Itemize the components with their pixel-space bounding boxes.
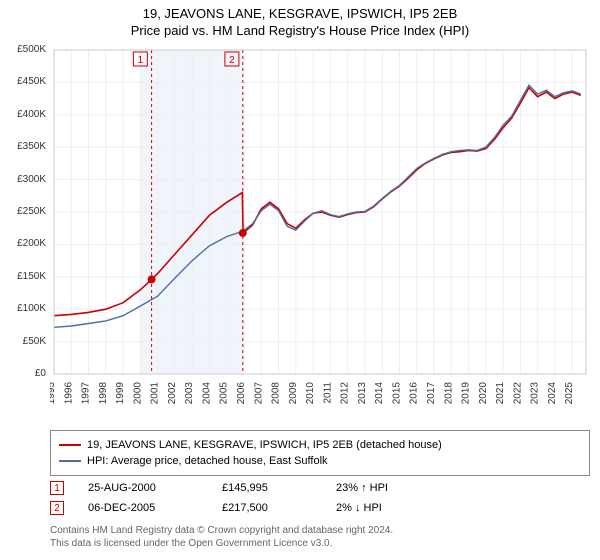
marker-price: £145,995 <box>222 482 312 494</box>
y-axis-label: £150K <box>4 271 46 282</box>
y-axis-label: £400K <box>4 109 46 120</box>
y-axis-label: £300K <box>4 174 46 185</box>
svg-text:2010: 2010 <box>305 382 316 405</box>
svg-text:2009: 2009 <box>288 382 299 405</box>
legend: 19, JEAVONS LANE, KESGRAVE, IPSWICH, IP5… <box>50 430 590 476</box>
svg-text:2020: 2020 <box>478 382 489 405</box>
legend-box: 19, JEAVONS LANE, KESGRAVE, IPSWICH, IP5… <box>50 430 590 476</box>
svg-text:2016: 2016 <box>409 382 420 405</box>
svg-text:2022: 2022 <box>512 382 523 405</box>
title-subtitle: Price paid vs. HM Land Registry's House … <box>0 23 600 38</box>
title-address: 19, JEAVONS LANE, KESGRAVE, IPSWICH, IP5… <box>0 6 600 21</box>
svg-text:2025: 2025 <box>564 382 575 405</box>
title-block: 19, JEAVONS LANE, KESGRAVE, IPSWICH, IP5… <box>0 0 600 38</box>
marker-table: 1 25-AUG-2000 £145,995 23% ↑ HPI 2 06-DE… <box>50 478 590 518</box>
svg-text:2021: 2021 <box>495 382 506 405</box>
svg-text:2014: 2014 <box>374 382 385 405</box>
svg-text:2003: 2003 <box>184 382 195 405</box>
svg-text:1999: 1999 <box>115 382 126 405</box>
plot-area: 1995 1996 1997 1998 1999 2000 2001 2002 2003 2004… <box>50 46 590 416</box>
svg-text:2005: 2005 <box>219 382 230 405</box>
marker-price: £217,500 <box>222 502 312 514</box>
svg-text:2004: 2004 <box>201 382 212 405</box>
svg-text:1998: 1998 <box>98 382 109 405</box>
marker-row: 2 06-DEC-2005 £217,500 2% ↓ HPI <box>50 498 590 518</box>
svg-text:2008: 2008 <box>271 382 282 405</box>
svg-text:1: 1 <box>138 55 144 66</box>
svg-text:2000: 2000 <box>132 382 143 405</box>
svg-text:2: 2 <box>229 55 235 66</box>
marker-badge-icon: 1 <box>50 481 64 495</box>
svg-text:2019: 2019 <box>461 382 472 405</box>
svg-text:2002: 2002 <box>167 382 178 405</box>
y-axis-label: £0 <box>4 368 46 379</box>
svg-text:2001: 2001 <box>150 382 161 405</box>
y-axis-label: £450K <box>4 76 46 87</box>
svg-text:2017: 2017 <box>426 382 437 405</box>
svg-text:2023: 2023 <box>530 382 541 405</box>
svg-text:2011: 2011 <box>322 382 333 404</box>
y-axis-label: £500K <box>4 44 46 55</box>
svg-text:2007: 2007 <box>253 382 264 405</box>
legend-row: 19, JEAVONS LANE, KESGRAVE, IPSWICH, IP5… <box>59 437 581 453</box>
svg-text:1995: 1995 <box>50 382 57 405</box>
legend-label: HPI: Average price, detached house, East… <box>87 455 328 467</box>
marker-date: 06-DEC-2005 <box>88 502 198 514</box>
y-axis-label: £50K <box>4 336 46 347</box>
y-axis-label: £350K <box>4 141 46 152</box>
svg-text:2012: 2012 <box>340 382 351 405</box>
svg-text:2018: 2018 <box>443 382 454 405</box>
marker-date: 25-AUG-2000 <box>88 482 198 494</box>
y-axis-label: £250K <box>4 206 46 217</box>
footnote-line: This data is licensed under the Open Gov… <box>50 537 590 550</box>
line-chart-svg: 1995 1996 1997 1998 1999 2000 2001 2002 2003 2004… <box>50 46 590 416</box>
chart-container: 19, JEAVONS LANE, KESGRAVE, IPSWICH, IP5… <box>0 0 600 560</box>
svg-text:2024: 2024 <box>547 382 558 405</box>
marker-delta: 23% ↑ HPI <box>336 482 388 494</box>
marker-delta: 2% ↓ HPI <box>336 502 382 514</box>
svg-text:1996: 1996 <box>63 382 74 405</box>
svg-text:1997: 1997 <box>81 382 92 405</box>
svg-text:2015: 2015 <box>391 382 402 405</box>
svg-text:2013: 2013 <box>357 382 368 405</box>
svg-text:2006: 2006 <box>236 382 247 405</box>
y-axis-label: £100K <box>4 303 46 314</box>
legend-row: HPI: Average price, detached house, East… <box>59 453 581 469</box>
legend-label: 19, JEAVONS LANE, KESGRAVE, IPSWICH, IP5… <box>87 439 442 451</box>
footnote: Contains HM Land Registry data © Crown c… <box>50 524 590 550</box>
marker-row: 1 25-AUG-2000 £145,995 23% ↑ HPI <box>50 478 590 498</box>
legend-swatch-icon <box>59 460 81 462</box>
footnote-line: Contains HM Land Registry data © Crown c… <box>50 524 590 537</box>
legend-swatch-icon <box>59 444 81 446</box>
marker-badge-icon: 2 <box>50 501 64 515</box>
y-axis-label: £200K <box>4 238 46 249</box>
